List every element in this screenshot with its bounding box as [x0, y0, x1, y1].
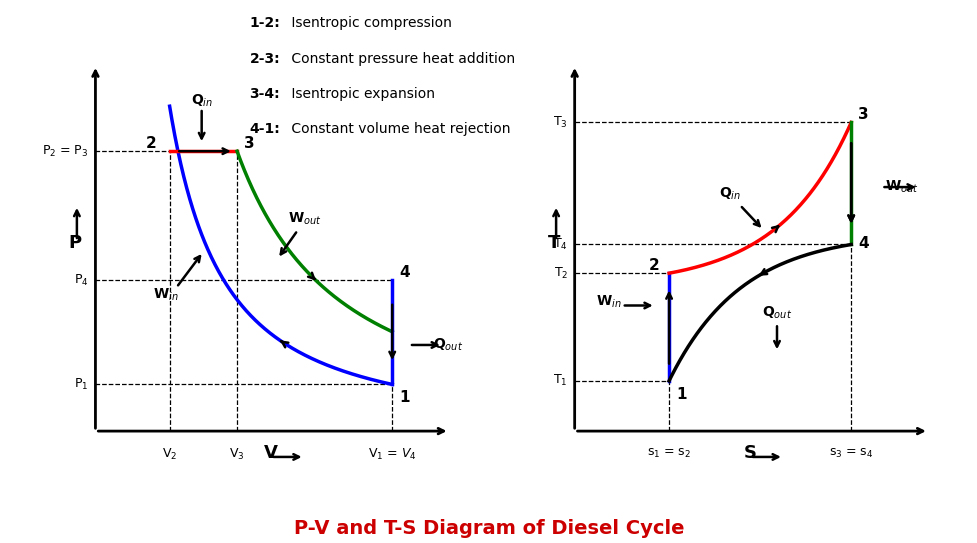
- Text: T$_2$: T$_2$: [553, 266, 568, 281]
- Text: Q$_{out}$: Q$_{out}$: [432, 337, 462, 353]
- Text: W$_{in}$: W$_{in}$: [153, 286, 179, 302]
- Text: Q$_{in}$: Q$_{in}$: [718, 186, 741, 202]
- Text: P$_1$: P$_1$: [74, 377, 89, 392]
- Text: 4-1:: 4-1:: [249, 122, 279, 136]
- Text: 1-2:: 1-2:: [249, 16, 279, 30]
- Text: P$_2$ = P$_3$: P$_2$ = P$_3$: [42, 144, 89, 159]
- Text: T$_1$: T$_1$: [553, 373, 568, 388]
- Text: 3: 3: [857, 107, 868, 122]
- Text: P-V and T-S Diagram of Diesel Cycle: P-V and T-S Diagram of Diesel Cycle: [293, 519, 684, 538]
- Text: W$_{out}$: W$_{out}$: [884, 179, 917, 195]
- Text: Q$_{out}$: Q$_{out}$: [761, 304, 791, 321]
- Text: 2: 2: [146, 136, 156, 150]
- Text: P$_4$: P$_4$: [74, 273, 89, 288]
- Text: W$_{in}$: W$_{in}$: [595, 294, 620, 310]
- Text: W$_{out}$: W$_{out}$: [287, 211, 321, 228]
- Text: V$_3$: V$_3$: [229, 447, 244, 462]
- Text: 1: 1: [675, 387, 686, 402]
- Text: V$_2$: V$_2$: [162, 447, 177, 462]
- Text: 4: 4: [399, 265, 409, 280]
- Text: 2: 2: [648, 257, 658, 273]
- Text: 4: 4: [857, 236, 868, 251]
- Text: P: P: [68, 233, 82, 251]
- Text: s$_1$ = s$_2$: s$_1$ = s$_2$: [647, 447, 691, 460]
- Text: Isentropic expansion: Isentropic expansion: [286, 87, 434, 101]
- Text: T$_4$: T$_4$: [553, 237, 568, 252]
- Text: Isentropic compression: Isentropic compression: [286, 16, 451, 30]
- Text: 3-4:: 3-4:: [249, 87, 279, 101]
- Text: 2-3:: 2-3:: [249, 52, 279, 66]
- Text: T$_3$: T$_3$: [553, 115, 568, 130]
- Text: s$_3$ = s$_4$: s$_3$ = s$_4$: [828, 447, 872, 460]
- Text: Q$_{in}$: Q$_{in}$: [191, 93, 213, 109]
- Text: 1: 1: [399, 390, 409, 406]
- Text: 3: 3: [243, 136, 254, 150]
- Text: Constant pressure heat addition: Constant pressure heat addition: [286, 52, 514, 66]
- Text: V: V: [264, 444, 277, 462]
- Text: T: T: [548, 233, 560, 251]
- Text: Constant volume heat rejection: Constant volume heat rejection: [286, 122, 510, 136]
- Text: S: S: [743, 444, 755, 462]
- Text: V$_1$ = $V_4$: V$_1$ = $V_4$: [367, 447, 416, 462]
